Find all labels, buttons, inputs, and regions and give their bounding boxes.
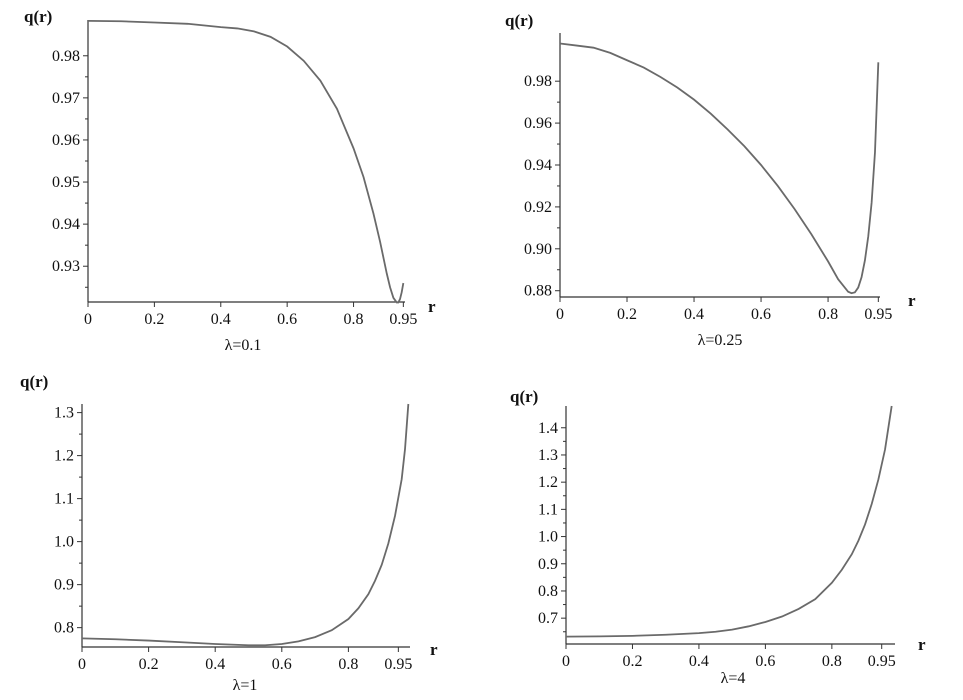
x-tick-label: 0 [556, 306, 564, 323]
y-tick-label: 0.92 [524, 199, 552, 216]
x-tick-label: 0.6 [755, 653, 775, 670]
x-tick-label: 0.4 [689, 653, 709, 670]
series-line [559, 42, 880, 295]
series-line [87, 19, 405, 304]
panel-caption: λ=0.25 [698, 332, 743, 349]
x-tick-label: 0.95 [864, 306, 892, 323]
y-axis-title: q(r) [24, 7, 52, 26]
x-tick-label: 0.2 [139, 656, 159, 673]
y-axis-title: q(r) [20, 372, 48, 391]
y-tick-label: 1.1 [538, 501, 558, 518]
panel-caption: λ=1 [233, 677, 258, 694]
x-tick-label: 0.2 [617, 306, 637, 323]
y-tick-label: 1.2 [538, 474, 558, 491]
chart-panel-3: 0 0.2 0.4 0.6 0.8 0.95 0.8 0.9 1.0 1.1 1.2 1.3 q(r) r… [20, 372, 438, 694]
y-tick-label: 0.8 [54, 620, 74, 637]
x-tick-label: 0.8 [344, 311, 364, 328]
y-tick-label: 1.3 [538, 447, 558, 464]
x-axis-title: r [908, 291, 916, 310]
y-tick-label: 0.7 [538, 610, 558, 627]
x-tick-label: 0.8 [818, 306, 838, 323]
x-tick-label: 0.95 [389, 311, 417, 328]
y-axis-title: q(r) [505, 11, 533, 30]
x-tick-label: 0.2 [144, 311, 164, 328]
series-line [81, 403, 410, 647]
chart-panel-1: 0 0.2 0.4 0.6 0.8 0.95 0.93 0.94 0.95 0.96 0.97 0.9… [24, 7, 436, 354]
y-tick-label: 0.98 [52, 48, 80, 65]
y-tick-label: 0.95 [52, 174, 80, 191]
y-tick-label: 1.4 [538, 420, 558, 437]
x-tick-label: 0.4 [684, 306, 704, 323]
chart-panel-2: 0 0.2 0.4 0.6 0.8 0.95 0.88 0.90 0.92 0.94 0.96 0.9… [505, 11, 916, 349]
x-tick-label: 0.8 [822, 653, 842, 670]
series-line [565, 405, 893, 638]
y-tick-label: 0.96 [524, 115, 552, 132]
chart-panel-4: 0 0.2 0.4 0.6 0.8 0.95 0.7 0.8 0.9 1.0 1.1 1.2 1.3 1.… [510, 387, 926, 687]
panel-caption: λ=4 [721, 670, 746, 687]
y-tick-label: 1.0 [54, 534, 74, 551]
y-tick-label: 0.98 [524, 73, 552, 90]
x-tick-label: 0.6 [751, 306, 771, 323]
panel-caption: λ=0.1 [225, 337, 262, 354]
x-tick-label: 0.4 [211, 311, 231, 328]
y-tick-label: 1.1 [54, 491, 74, 508]
x-axis-title: r [428, 297, 436, 316]
y-tick-label: 0.90 [524, 241, 552, 258]
x-tick-label: 0.6 [272, 656, 292, 673]
y-tick-label: 0.88 [524, 283, 552, 300]
y-tick-label: 0.9 [538, 556, 558, 573]
y-tick-label: 0.96 [52, 132, 80, 149]
y-tick-label: 0.93 [52, 258, 80, 275]
x-tick-label: 0.95 [868, 653, 896, 670]
x-tick-label: 0.6 [277, 311, 297, 328]
y-tick-label: 0.9 [54, 577, 74, 594]
x-tick-label: 0.2 [622, 653, 642, 670]
y-tick-label: 0.94 [52, 216, 80, 233]
y-tick-label: 0.97 [52, 90, 80, 107]
x-tick-label: 0 [78, 656, 86, 673]
y-tick-label: 1.2 [54, 448, 74, 465]
x-tick-label: 0 [562, 653, 570, 670]
x-tick-label: 0.95 [384, 656, 412, 673]
y-axis-title: q(r) [510, 387, 538, 406]
y-tick-label: 0.8 [538, 583, 558, 600]
x-axis-title: r [918, 635, 926, 654]
x-tick-label: 0.8 [338, 656, 358, 673]
x-axis-title: r [430, 640, 438, 659]
x-tick-label: 0.4 [205, 656, 225, 673]
y-tick-label: 1.0 [538, 529, 558, 546]
y-tick-label: 1.3 [54, 405, 74, 422]
x-tick-label: 0 [84, 311, 92, 328]
y-tick-label: 0.94 [524, 157, 552, 174]
